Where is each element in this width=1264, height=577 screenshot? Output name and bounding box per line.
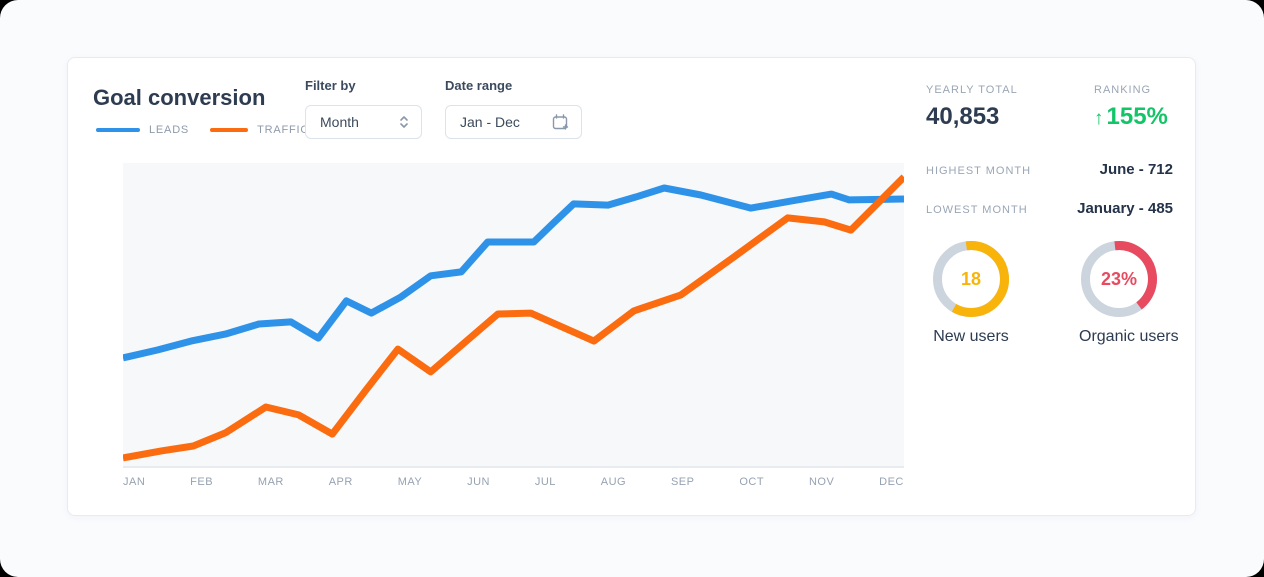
leads-legend-swatch	[96, 128, 140, 132]
x-axis-label-jun: JUN	[467, 476, 490, 488]
date-range-input[interactable]: Jan - Dec	[445, 105, 582, 139]
yearly-total-value: 40,853	[926, 103, 1000, 130]
filter-by-group: Filter by Month	[305, 78, 422, 139]
traffic-legend-label: TRAFFIC	[257, 124, 310, 136]
x-axis-label-aug: AUG	[600, 476, 627, 488]
updown-chevron-icon	[399, 115, 409, 129]
yearly-total-stat: YEARLY TOTAL 40,853	[926, 84, 1018, 131]
x-axis-label-apr: APR	[328, 476, 353, 488]
page-title: Goal conversion	[93, 85, 266, 110]
new-users-donut-value: 18	[960, 268, 982, 289]
x-axis-label-oct: OCT	[739, 476, 765, 488]
highest-month-value: June - 712	[1099, 161, 1173, 178]
lowest-month-row: LOWEST MONTH January - 485	[926, 200, 1173, 217]
chart-legend: LEADS TRAFFIC	[96, 124, 309, 136]
filter-by-select[interactable]: Month	[305, 105, 422, 139]
calendar-plus-icon	[552, 113, 569, 131]
x-axis-label-jul: JUL	[534, 476, 556, 488]
traffic-legend-swatch	[210, 128, 249, 132]
x-axis-label-nov: NOV	[808, 476, 835, 488]
organic-users-donut: 23% Organic users	[1079, 239, 1179, 346]
ranking-value: ↑ 155%	[1094, 103, 1168, 131]
new-users-donut-chart	[933, 241, 1009, 317]
x-axis-label-may: MAY	[397, 476, 423, 488]
filter-by-label: Filter by	[305, 78, 356, 93]
date-range-group: Date range Jan - Dec	[445, 78, 582, 139]
highest-month-label: HIGHEST MONTH	[926, 165, 1032, 177]
lowest-month-value: January - 485	[1077, 200, 1173, 217]
date-range-value: Jan - Dec	[460, 114, 520, 130]
up-arrow-icon: ↑	[1094, 108, 1104, 129]
filter-by-value: Month	[320, 114, 359, 130]
new-users-donut-label: New users	[933, 328, 1009, 345]
x-axis-label-dec: DEC	[879, 476, 904, 488]
leads-legend-label: LEADS	[149, 124, 190, 136]
organic-users-donut-chart	[1081, 241, 1157, 317]
ranking-label: RANKING	[1094, 84, 1152, 96]
date-range-label: Date range	[445, 78, 513, 93]
lowest-month-label: LOWEST MONTH	[926, 204, 1028, 216]
x-axis-label-feb: FEB	[190, 476, 214, 488]
yearly-total-label: YEARLY TOTAL	[926, 84, 1018, 96]
x-axis-month-labels: JAN FEB MAR APR MAY JUN JUL AUG SEP OCT NOV DEC	[123, 476, 904, 488]
line-chart-plot-area	[122, 163, 907, 468]
ranking-stat: RANKING ↑ 155%	[1094, 84, 1168, 131]
leads-line-series	[122, 184, 905, 362]
highest-month-row: HIGHEST MONTH June - 712	[926, 161, 1173, 178]
organic-users-donut-label: Organic users	[1079, 328, 1179, 345]
goal-conversion-card: Goal conversion LEADS TRAFFIC Filter by …	[67, 57, 1196, 516]
x-axis-label-sep: SEP	[670, 476, 695, 488]
goal-conversion-line-chart	[122, 174, 907, 462]
new-users-donut: 18 New users	[931, 239, 1011, 346]
x-axis-label-mar: MAR	[257, 476, 284, 488]
ranking-percent: 155%	[1106, 103, 1168, 130]
organic-users-donut-value: 23%	[1100, 268, 1138, 289]
x-axis-label-jan: JAN	[123, 476, 146, 488]
traffic-line-series	[122, 174, 907, 462]
